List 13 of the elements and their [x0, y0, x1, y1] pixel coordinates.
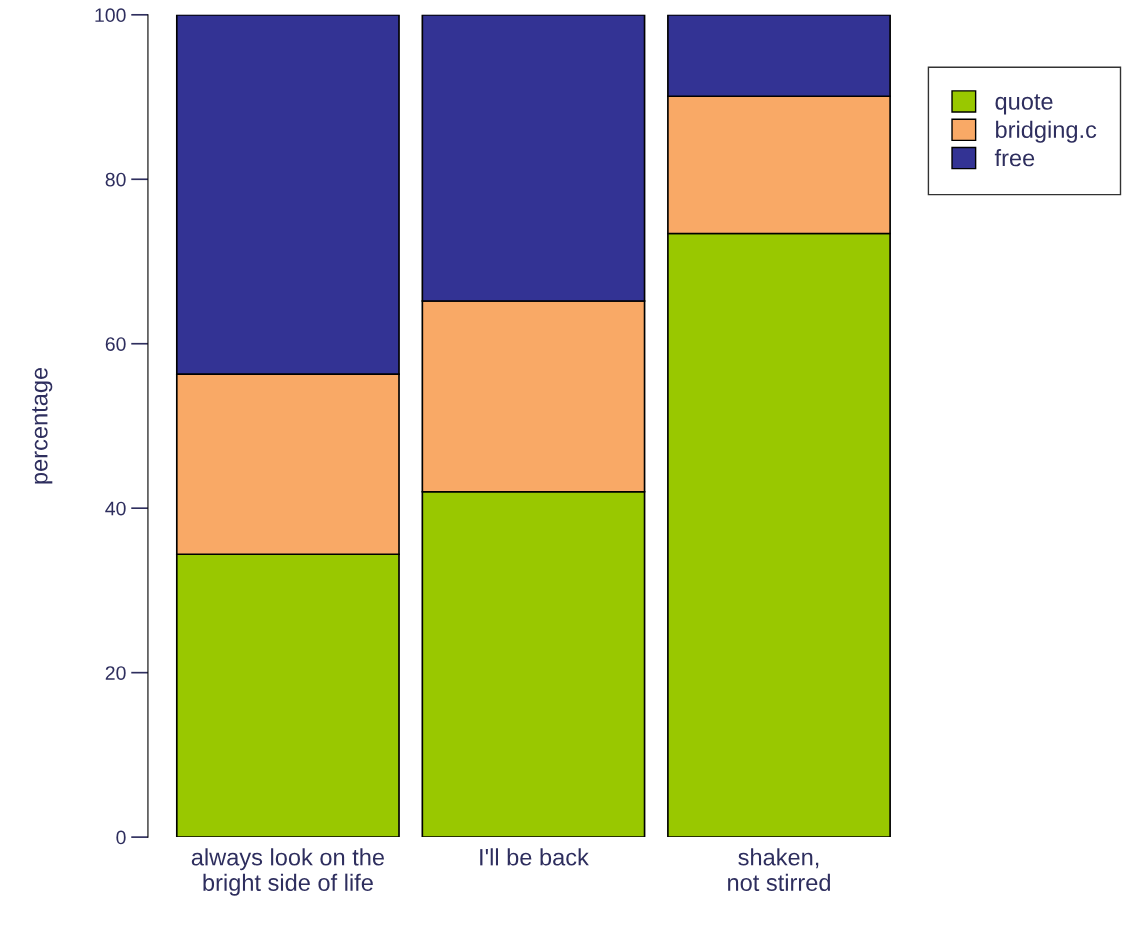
y-tick-label: 20	[105, 666, 126, 680]
y-tick-label: 80	[105, 172, 126, 187]
x-tick-label: always look on the bright side of life	[191, 848, 384, 896]
y-tick-label: 100	[95, 8, 126, 23]
x-tick-label: shaken, not stirred	[728, 848, 830, 892]
y-tick-label: 40	[105, 501, 126, 516]
y-tick-label: 0	[116, 830, 126, 845]
y-axis-title: percentage	[32, 367, 53, 484]
legend-label: bridging.c	[996, 120, 1097, 143]
y-tick-label: 60	[105, 337, 126, 351]
legend-label: free	[994, 149, 1035, 167]
legend-label: quote	[995, 94, 1053, 115]
x-tick-label: I'll be back	[480, 848, 589, 866]
